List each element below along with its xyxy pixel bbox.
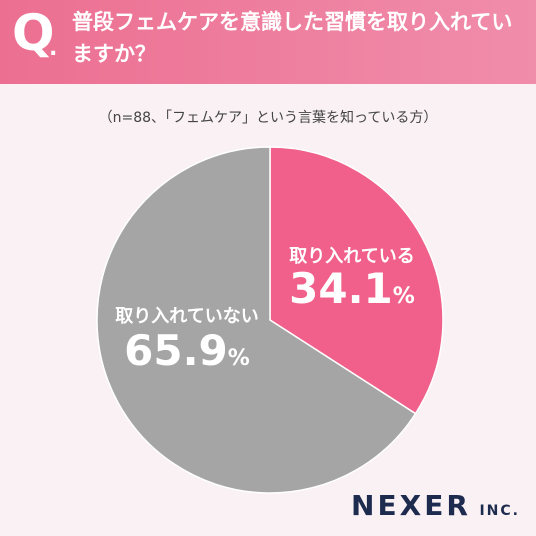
- pie-slice-no: [96, 146, 417, 494]
- slice-label-no: 取り入れていない: [115, 306, 259, 327]
- question-header: Q . 普段フェムケアを意識した習慣を取り入れていますか？: [0, 0, 536, 84]
- nexer-logo: NEXER INC.: [351, 489, 520, 522]
- sample-note: （n=88、「フェムケア」という言葉を知っている方）: [98, 110, 438, 126]
- slice-label-yes: 取り入れている: [289, 246, 415, 267]
- slice-value-no: 65.9%: [124, 326, 250, 375]
- q-dot: .: [49, 36, 58, 61]
- question-text: 普段フェムケアを意識した習慣を取り入れていますか？: [72, 10, 513, 66]
- slice-value-yes: 34.1%: [289, 264, 415, 313]
- q-mark: Q: [12, 4, 55, 62]
